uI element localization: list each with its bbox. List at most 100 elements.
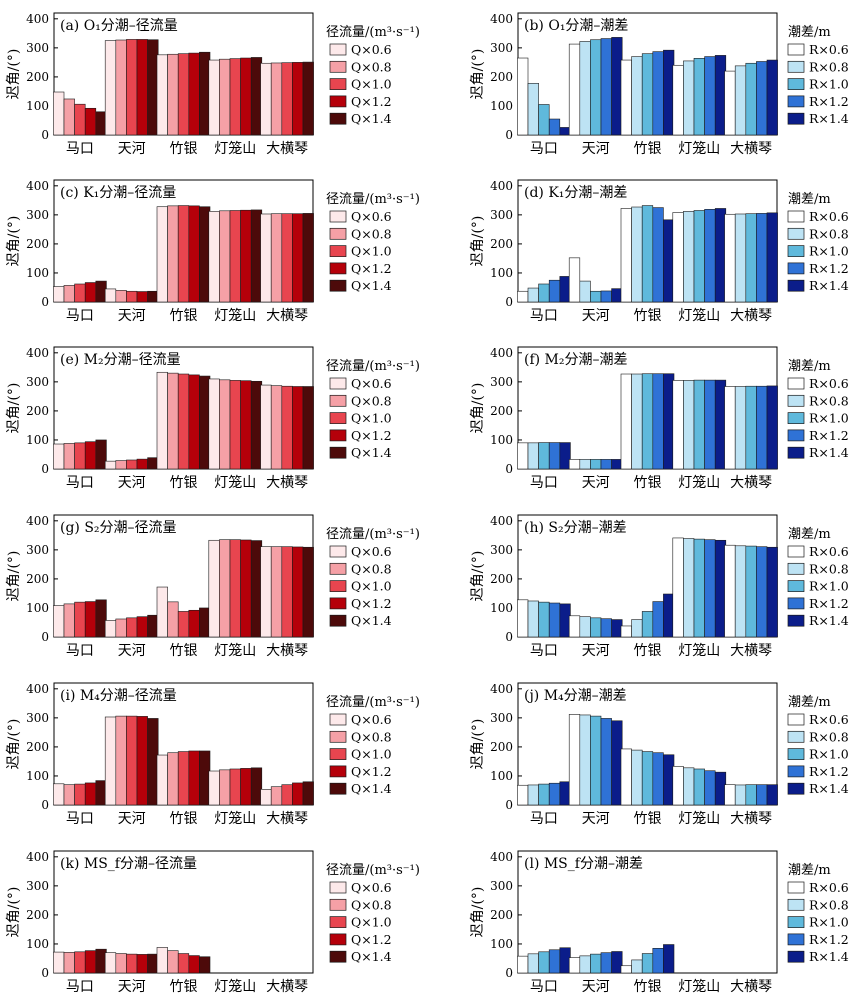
bar (704, 209, 716, 303)
bar (734, 784, 747, 806)
y-tick-label: 200 (26, 908, 49, 922)
bar (240, 209, 252, 303)
bar (292, 213, 304, 303)
x-tick-label: 大横琴 (730, 979, 772, 995)
bar (74, 783, 86, 806)
bar (766, 546, 778, 638)
bar (53, 286, 65, 303)
y-tick-label: 200 (26, 70, 49, 84)
legend-title: 潮差/m (788, 527, 831, 542)
x-tick-label: 竹银 (170, 643, 198, 659)
bar (579, 41, 591, 136)
x-tick-label: 大横琴 (266, 979, 308, 995)
bar (167, 950, 179, 974)
bar (538, 442, 550, 470)
x-tick-label: 马口 (530, 979, 558, 995)
legend-label: Q×1.4 (351, 949, 392, 964)
legend-label: Q×0.8 (351, 226, 392, 241)
bar (156, 206, 168, 303)
legend-swatch (787, 78, 805, 90)
bar (724, 213, 736, 303)
legend-swatch (329, 210, 347, 223)
x-tick-label: 灯笼山 (678, 474, 720, 491)
bar (74, 601, 86, 638)
legend-swatch (329, 412, 347, 424)
bar (559, 603, 571, 638)
y-axis-label: 迟角/(°) (470, 887, 486, 938)
x-tick-label: 灯笼山 (678, 978, 720, 995)
bar (631, 959, 643, 974)
y-tick-label: 200 (26, 572, 49, 586)
bar (672, 212, 684, 303)
y-tick-label: 400 (26, 682, 49, 696)
legend-swatch (787, 765, 805, 778)
legend-swatch (787, 43, 805, 56)
bar (641, 205, 654, 303)
bar (548, 949, 561, 974)
legend-swatch (329, 898, 347, 911)
bar (600, 38, 612, 136)
bar (126, 617, 138, 638)
y-tick-label: 200 (26, 237, 49, 251)
bar (559, 442, 571, 470)
x-tick-label: 天河 (118, 308, 146, 324)
legend-title: 径流量/(m³·s⁻¹) (326, 863, 420, 878)
x-tick-label: 灯笼山 (214, 978, 256, 995)
legend-label: R×1.4 (809, 111, 849, 126)
bar (147, 457, 159, 470)
bar (527, 287, 539, 303)
bar (683, 60, 695, 136)
bar (250, 380, 263, 470)
legend-title: 潮差/m (788, 695, 831, 710)
bar (229, 210, 241, 303)
y-tick-label: 400 (26, 12, 49, 26)
bar (199, 51, 211, 136)
x-tick-label: 马口 (530, 308, 558, 324)
y-axis-label: 迟角/(°) (6, 383, 22, 434)
bar (631, 749, 643, 806)
y-tick-label: 400 (490, 514, 513, 528)
bar (104, 620, 117, 638)
bar (663, 49, 675, 136)
y-tick-label: 200 (490, 572, 513, 586)
legend-label: Q×1.2 (351, 428, 392, 443)
chart-title: (e) M₂分潮–径流量 (60, 352, 181, 368)
bar (199, 750, 211, 806)
x-tick-label: 马口 (66, 308, 94, 324)
legend-label: R×0.6 (809, 544, 849, 559)
bar (652, 373, 664, 470)
chart-title: (c) K₁分潮–径流量 (60, 185, 176, 201)
legend-label: R×1.2 (809, 764, 849, 779)
y-tick-label: 300 (490, 41, 513, 55)
bar (517, 57, 529, 136)
bar (115, 953, 127, 974)
bar (188, 955, 200, 974)
chart-panel-3: 0 100 200 300 400 迟角/(°) (d) K₁分潮–潮差马口 天河 竹银 灯笼山大… (470, 179, 849, 324)
x-tick-label: 大横琴 (730, 141, 772, 157)
x-tick-label: 天河 (582, 141, 610, 157)
bar (156, 54, 168, 136)
bar (260, 546, 272, 638)
bar (652, 601, 664, 638)
bar (590, 953, 602, 974)
bar (250, 767, 263, 806)
bar (147, 39, 159, 136)
bar (652, 207, 664, 303)
legend-title: 径流量/(m³·s⁻¹) (326, 25, 420, 40)
bar (641, 953, 654, 974)
x-tick-label: 灯笼山 (678, 810, 720, 827)
legend-label: Q×0.8 (351, 561, 392, 576)
bar (147, 718, 159, 806)
legend-swatch (787, 279, 805, 292)
legend-label: Q×0.8 (351, 897, 392, 912)
bar (611, 951, 623, 974)
bar (620, 748, 632, 806)
y-tick-label: 100 (490, 433, 513, 447)
bar (734, 65, 747, 136)
bar (590, 290, 602, 303)
bar (641, 373, 654, 470)
bar (611, 37, 623, 136)
bar (756, 385, 768, 470)
